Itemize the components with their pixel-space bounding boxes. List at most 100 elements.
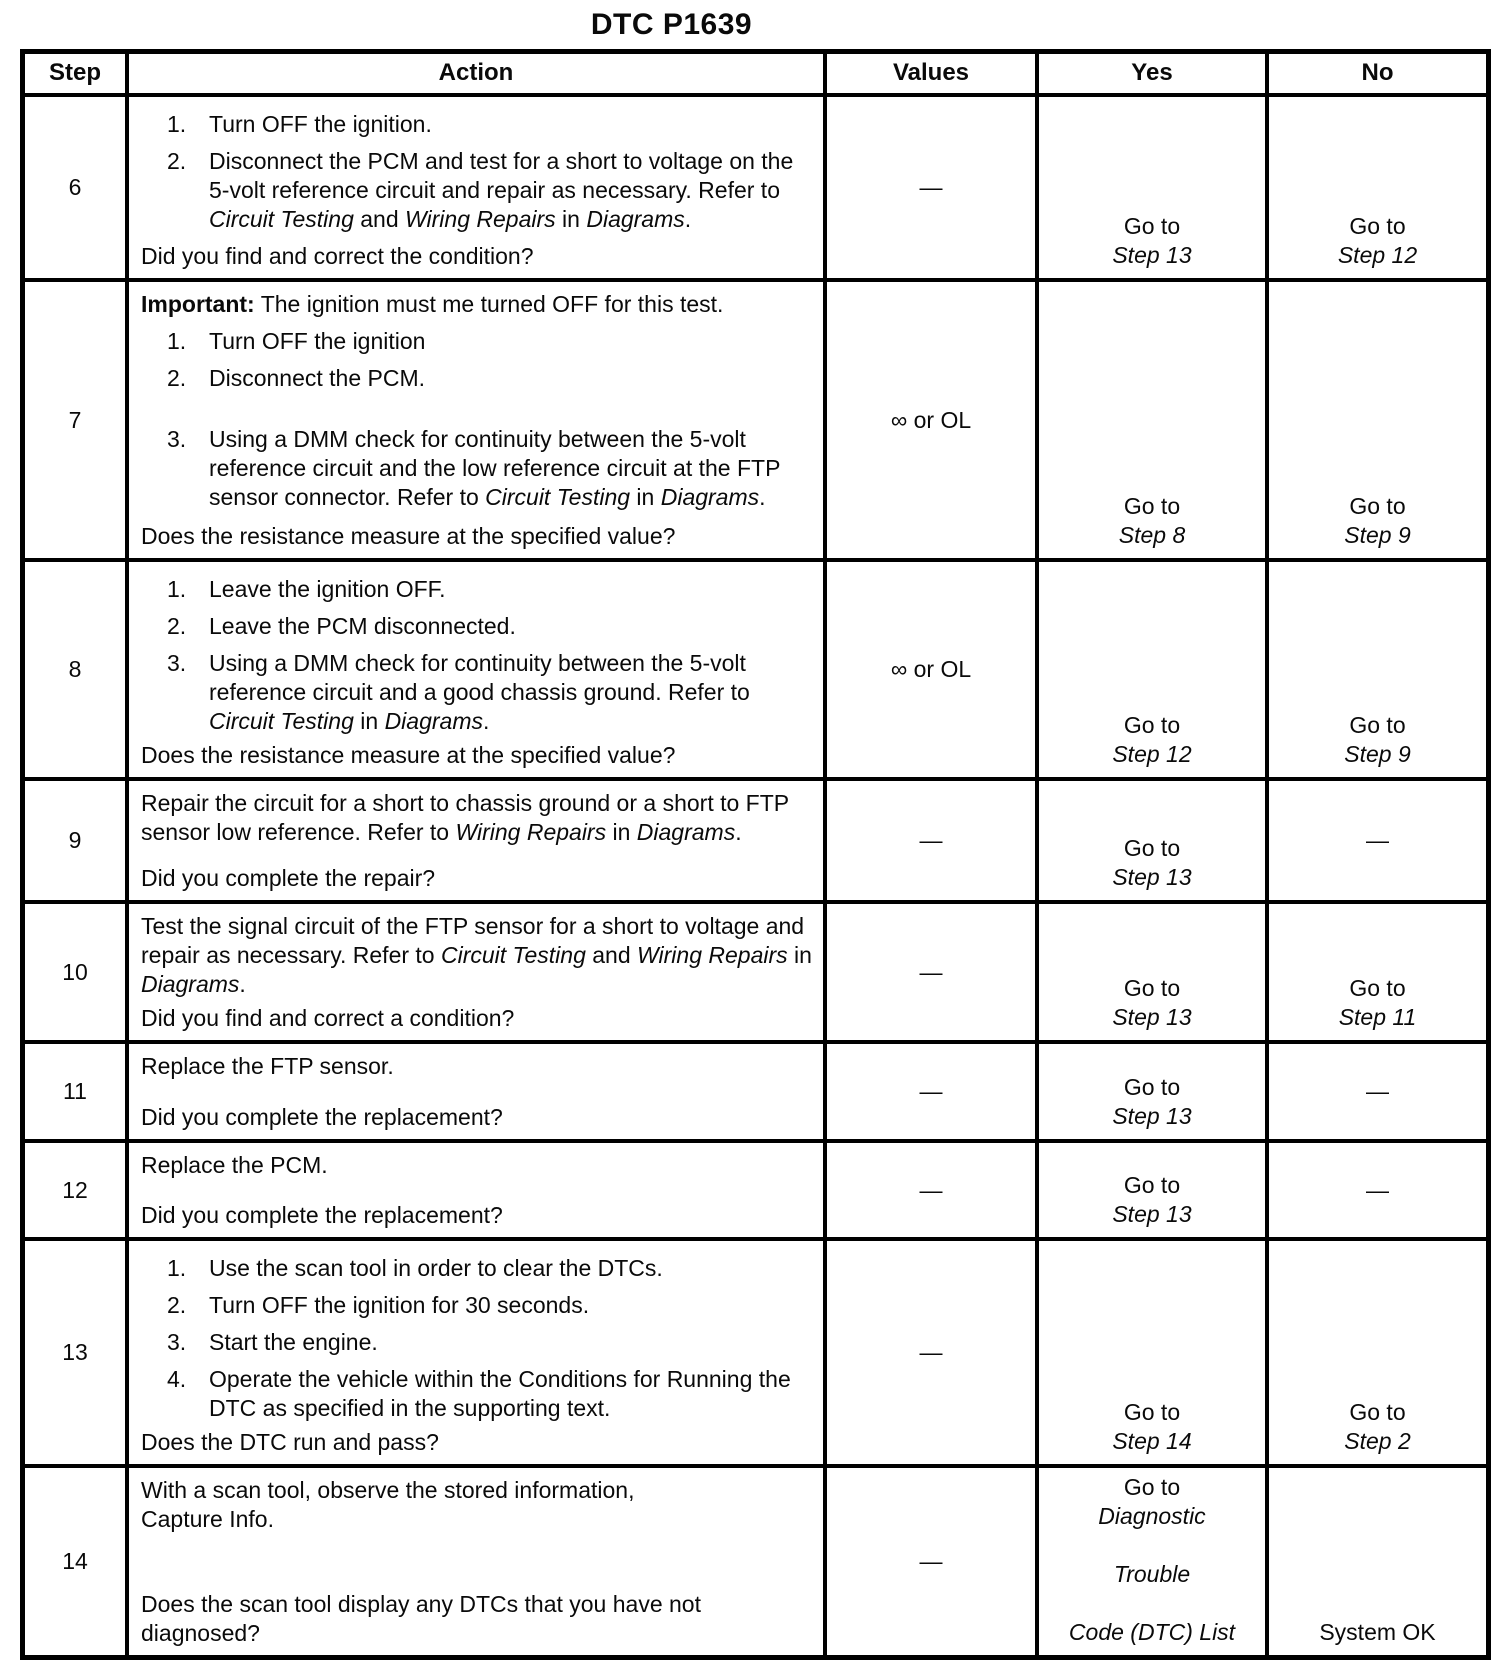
page-title: DTC P1639 <box>590 8 753 41</box>
action-paragraph: With a scan tool, observe the stored inf… <box>141 1476 813 1534</box>
action-question: Does the resistance measure at the speci… <box>141 736 813 770</box>
text-segment: Go to <box>1349 712 1406 738</box>
text-segment: Did you complete the repair? <box>141 865 436 891</box>
values-cell: — <box>823 1237 1035 1464</box>
text-segment: — <box>919 1176 943 1203</box>
text-segment: Operate the vehicle within the Condition… <box>209 1366 791 1421</box>
step-number: 14 <box>62 1548 88 1574</box>
text-segment: and <box>585 942 638 968</box>
step-number: 7 <box>68 406 82 433</box>
action-list-item: 1. Turn OFF the ignition. <box>167 110 813 139</box>
text-segment: Did you find and correct a condition? <box>141 1005 515 1031</box>
step-number: 9 <box>68 827 82 853</box>
action-list-item: 2. Turn OFF the ignition for 30 seconds. <box>167 1291 813 1320</box>
text-segment: Does the scan tool display any DTCs that… <box>141 1591 701 1646</box>
yes-cell: Go to Diagnostic Trouble Code (DTC) List <box>1035 1464 1265 1655</box>
col-header-step: Step <box>48 59 101 86</box>
text-segment: in <box>555 206 587 232</box>
text-segment: Go to <box>1123 1172 1181 1198</box>
text-segment: Does the resistance measure at the speci… <box>141 523 676 549</box>
col-header-yes: Yes <box>1035 54 1265 93</box>
values-cell: — <box>823 777 1035 900</box>
values-cell: — <box>823 1464 1035 1655</box>
step-cell: 14 <box>25 1464 125 1655</box>
text-segment: Circuit Testing <box>209 708 354 734</box>
text-segment: Wiring Repairs <box>637 942 788 968</box>
text-segment: Go to <box>1123 493 1181 519</box>
no-cell: Go to Step 9 <box>1265 558 1486 777</box>
text-segment: Step 9 <box>1344 522 1411 548</box>
action-question: Does the DTC run and pass? <box>141 1423 813 1457</box>
step-number: 8 <box>68 656 82 682</box>
text-segment: Circuit Testing <box>209 206 354 232</box>
list-item-number: 2. <box>167 1292 187 1318</box>
text-segment: Test the signal circuit of the FTP senso… <box>141 913 805 968</box>
list-item-text: Disconnect the PCM and test for a short … <box>209 147 813 234</box>
yes-cell: Go to Step 13 <box>1035 777 1265 900</box>
text-segment: Step 12 <box>1337 242 1418 268</box>
text-segment: Leave the ignition OFF. <box>209 576 446 602</box>
text-segment: Go to <box>1349 975 1406 1001</box>
list-item-text: Leave the PCM disconnected. <box>209 612 813 641</box>
action-cell: With a scan tool, observe the stored inf… <box>125 1464 823 1655</box>
list-item-text: Start the engine. <box>209 1328 813 1357</box>
text-segment: Does the DTC run and pass? <box>141 1429 439 1455</box>
no-cell: Go to Step 11 <box>1265 900 1486 1040</box>
table-row: 12 Replace the PCM. Did you complete the r… <box>25 1139 1486 1237</box>
table-row: 8 1. Leave the ignition OFF. 2. Leave the PC… <box>25 558 1486 777</box>
action-paragraph: Replace the FTP sensor. <box>141 1052 813 1081</box>
list-item-text: Use the scan tool in order to clear the … <box>209 1254 813 1283</box>
text-segment: in <box>606 819 637 845</box>
step-number: 10 <box>62 958 88 985</box>
list-item-number: 3. <box>167 1329 187 1355</box>
yes-cell: Go to Step 13 <box>1035 93 1265 278</box>
text-segment: Code (DTC) List <box>1068 1619 1236 1645</box>
text-segment: Trouble <box>1113 1561 1191 1587</box>
yes-cell: Go to Step 14 <box>1035 1237 1265 1464</box>
action-cell: 1. Use the scan tool in order to clear th… <box>125 1237 823 1464</box>
action-list-item: 1. Leave the ignition OFF. <box>167 575 813 604</box>
action-paragraph: Important: The ignition must me turned O… <box>141 290 813 319</box>
list-item-number: 3. <box>167 426 187 452</box>
list-item-text: Turn OFF the ignition for 30 seconds. <box>209 1291 813 1320</box>
text-segment: Capture Info. <box>141 1506 274 1532</box>
table-row: 14 With a scan tool, observe the stored i… <box>25 1464 1486 1655</box>
yes-cell: Go to Step 13 <box>1035 1040 1265 1139</box>
text-segment: Go to <box>1123 975 1181 1001</box>
text-segment: in <box>787 942 812 968</box>
text-segment: — <box>919 174 943 200</box>
text-segment: Step 2 <box>1344 1428 1411 1454</box>
text-segment: — <box>1366 827 1389 853</box>
action-paragraph: Replace the PCM. <box>141 1151 813 1180</box>
action-list-item: 3. Using a DMM check for continuity betwe… <box>167 649 813 736</box>
text-segment: Go to <box>1123 1074 1181 1100</box>
list-item-number: 2. <box>167 148 187 174</box>
list-item-number: 4. <box>167 1366 187 1392</box>
text-segment: Step 14 <box>1112 1428 1192 1454</box>
text-segment: Did you complete the replacement? <box>141 1202 503 1228</box>
text-segment: Go to <box>1123 835 1181 861</box>
text-segment: Go to <box>1123 213 1181 239</box>
table-row: 6 1. Turn OFF the ignition. 2. Disconnect th… <box>25 93 1486 278</box>
text-segment: Go to <box>1123 1474 1181 1500</box>
action-question: Did you complete the replacement? <box>141 1098 813 1132</box>
action-list-item: 3. Start the engine. <box>167 1328 813 1357</box>
table-row: 9 Repair the circuit for a short to chass… <box>25 777 1486 900</box>
yes-cell: Go to Step 13 <box>1035 1139 1265 1237</box>
values-cell: — <box>823 93 1035 278</box>
text-segment: Go to <box>1123 1399 1181 1425</box>
yes-cell: Go to Step 8 <box>1035 278 1265 558</box>
col-header-action: Action <box>125 54 823 93</box>
text-segment: Step 8 <box>1118 522 1186 548</box>
text-segment: Disconnect the PCM and test for a short … <box>209 148 794 203</box>
list-item-number: 1. <box>167 111 187 137</box>
text-segment: Turn OFF the ignition for 30 seconds. <box>209 1292 590 1318</box>
step-cell: 9 <box>25 777 125 900</box>
action-question: Does the resistance measure at the speci… <box>141 517 813 551</box>
text-segment: — <box>919 827 943 853</box>
text-segment: Replace the PCM. <box>141 1152 328 1178</box>
yes-cell: Go to Step 12 <box>1035 558 1265 777</box>
text-segment: Does the resistance measure at the speci… <box>141 742 676 768</box>
action-cell: Replace the FTP sensor. Did you complete … <box>125 1040 823 1139</box>
action-cell: Repair the circuit for a short to chassi… <box>125 777 823 900</box>
